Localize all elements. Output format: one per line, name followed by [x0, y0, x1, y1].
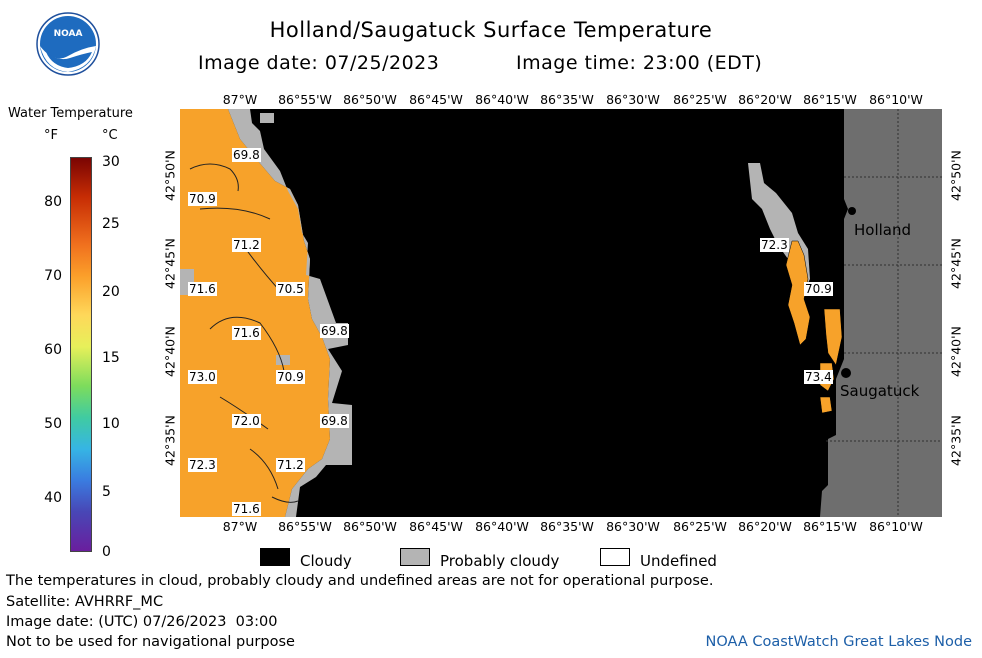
- lon-label-top: 86°15'W: [803, 92, 857, 107]
- place-label-holland: Holland: [854, 221, 912, 239]
- temperature-label: 72.0: [232, 414, 261, 428]
- temperature-label: 69.8: [320, 414, 349, 428]
- lon-label-bottom: 86°35'W: [540, 519, 594, 534]
- unit-celsius: °C: [102, 128, 118, 143]
- temperature-label: 72.3: [188, 458, 217, 472]
- lon-label-bottom: 86°30'W: [606, 519, 660, 534]
- lon-label-bottom: 86°45'W: [409, 519, 463, 534]
- nav-warning-text: Not to be used for navigational purpose: [6, 634, 295, 650]
- lat-label-right: 42°50'N: [948, 150, 964, 201]
- lon-label-bottom: 86°10'W: [869, 519, 923, 534]
- lon-label-bottom: 87°W: [222, 519, 258, 534]
- credit-text: NOAA CoastWatch Great Lakes Node: [705, 634, 972, 650]
- temperature-label: 70.9: [188, 192, 217, 206]
- temperature-label: 71.6: [188, 282, 217, 296]
- temperature-label: 73.4: [804, 370, 833, 384]
- lon-label-bottom: 86°55'W: [278, 519, 332, 534]
- holland-dot: [848, 207, 856, 215]
- colorbar-c-tick: 15: [102, 350, 120, 366]
- temperature-label: 70.9: [804, 282, 833, 296]
- lon-label-bottom: 86°40'W: [475, 519, 529, 534]
- legend-cloudy-swatch: [260, 548, 290, 566]
- lon-label-bottom: 86°50'W: [343, 519, 397, 534]
- place-label-saugatuck: Saugatuck: [840, 382, 920, 400]
- colorbar-c-tick: 20: [102, 284, 120, 300]
- colorbar-c-tick: 10: [102, 416, 120, 432]
- warm-water-east: [785, 240, 811, 346]
- lon-label-top: 86°50'W: [343, 92, 397, 107]
- temperature-label: 72.3: [760, 238, 789, 252]
- unit-fahrenheit: °F: [44, 128, 58, 143]
- lat-label-left: 42°50'N: [162, 150, 178, 201]
- temperature-map: [180, 109, 942, 517]
- disclaimer-text: The temperatures in cloud, probably clou…: [6, 573, 714, 589]
- colorbar-c-tick: 5: [102, 484, 111, 500]
- colorbar-title: Water Temperature: [8, 106, 133, 121]
- lat-label-left: 42°45'N: [162, 238, 178, 289]
- colorbar-f-tick: 40: [44, 490, 62, 506]
- noaa-logo: NOAA: [36, 12, 100, 76]
- lon-label-bottom: 86°20'W: [738, 519, 792, 534]
- temperature-label: 71.2: [232, 238, 261, 252]
- logo-text: NOAA: [54, 29, 83, 39]
- legend-probably-cloudy-label: Probably cloudy: [440, 552, 560, 570]
- utc-date-text: Image date: (UTC) 07/26/2023 03:00: [6, 614, 278, 630]
- temperature-label: 71.2: [276, 458, 305, 472]
- lon-label-bottom: 86°25'W: [673, 519, 727, 534]
- lon-label-top: 87°W: [222, 92, 258, 107]
- temperature-label: 71.6: [232, 326, 261, 340]
- lon-label-top: 86°35'W: [540, 92, 594, 107]
- temperature-label: 73.0: [188, 370, 217, 384]
- colorbar-f-tick: 70: [44, 268, 62, 284]
- colorbar-c-tick: 25: [102, 216, 120, 232]
- colorbar-f-tick: 60: [44, 342, 62, 358]
- lon-label-top: 86°55'W: [278, 92, 332, 107]
- legend-cloudy-label: Cloudy: [300, 552, 352, 570]
- lon-label-top: 86°40'W: [475, 92, 529, 107]
- lat-label-right: 42°35'N: [948, 415, 964, 466]
- legend-probably-cloudy-swatch: [400, 548, 430, 566]
- temperature-label: 71.6: [232, 502, 261, 516]
- lat-label-left: 42°35'N: [162, 415, 178, 466]
- lon-label-top: 86°20'W: [738, 92, 792, 107]
- lon-label-top: 86°30'W: [606, 92, 660, 107]
- image-date-label: Image date: 07/25/2023: [198, 52, 440, 74]
- colorbar-f-tick: 50: [44, 416, 62, 432]
- page-title: Holland/Saugatuck Surface Temperature: [269, 18, 713, 42]
- colorbar-f-tick: 80: [44, 194, 62, 210]
- lon-label-top: 86°25'W: [673, 92, 727, 107]
- satellite-text: Satellite: AVHRRF_MC: [6, 594, 164, 610]
- saugatuck-dot: [841, 368, 851, 378]
- lon-label-top: 86°45'W: [409, 92, 463, 107]
- colorbar-c-tick: 0: [102, 544, 111, 560]
- warm-water-west: [180, 109, 330, 517]
- temperature-label: 70.9: [276, 370, 305, 384]
- temperature-label: 69.8: [320, 324, 349, 338]
- lat-label-right: 42°45'N: [948, 238, 964, 289]
- temperature-label: 70.5: [276, 282, 305, 296]
- temperature-colorbar: [70, 157, 92, 552]
- lat-label-left: 42°40'N: [162, 326, 178, 377]
- lon-label-bottom: 86°15'W: [803, 519, 857, 534]
- colorbar-c-tick: 30: [102, 154, 120, 170]
- legend-undefined-label: Undefined: [640, 552, 717, 570]
- image-time-label: Image time: 23:00 (EDT): [516, 52, 763, 74]
- lat-label-right: 42°40'N: [948, 326, 964, 377]
- lon-label-top: 86°10'W: [869, 92, 923, 107]
- probably-cloudy-west: [228, 109, 352, 517]
- legend-undefined-swatch: [600, 548, 630, 566]
- temperature-label: 69.8: [232, 148, 261, 162]
